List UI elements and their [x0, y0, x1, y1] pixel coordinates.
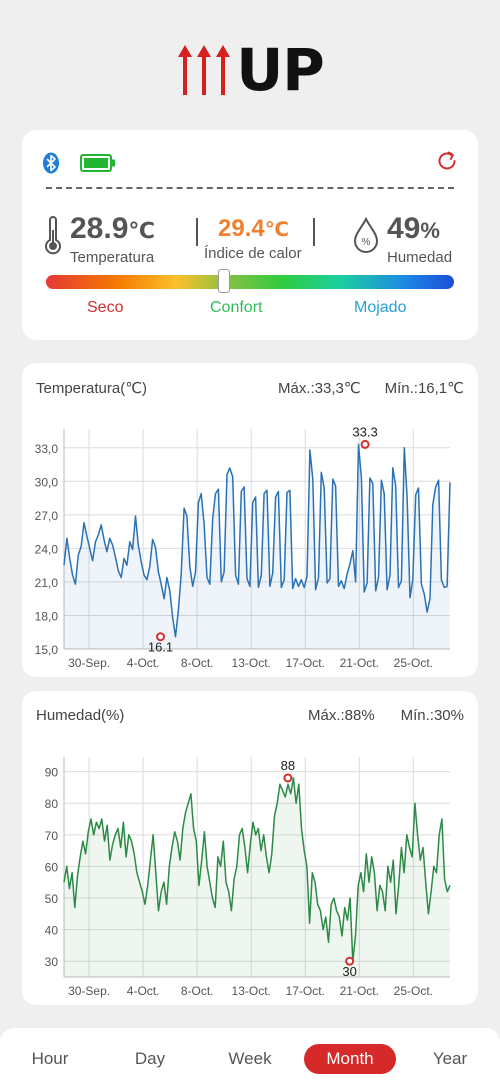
y-tick-label: 24,0 — [35, 542, 59, 556]
y-tick-label: 33,0 — [35, 442, 59, 456]
series-line — [63, 777, 451, 962]
x-tick-label: 21-Oct. — [340, 984, 379, 998]
temperature-chart-card: Temperatura(℃) Máx.:33,3℃ Mín.:16,1℃ 15,… — [22, 363, 478, 677]
x-tick-label: 30-Sep. — [68, 984, 110, 998]
min-marker — [345, 956, 355, 966]
battery-icon — [80, 154, 115, 172]
y-tick-label: 21,0 — [35, 576, 59, 590]
y-tick-label: 70 — [45, 829, 59, 843]
humidity-line-chart: 30 40 50 60 70 80 90 30-Sep. 4-Oct. 8-Oct. 13-Oct.… — [45, 757, 451, 998]
max-marker — [283, 773, 293, 783]
y-tick-label: 90 — [45, 766, 59, 780]
x-tick-label: 8-Oct. — [181, 984, 214, 998]
chart-grid: 15,0 18,0 21,0 24,0 27,0 30,0 33,0 30-Sep. 4-Oct… — [35, 429, 450, 670]
tab-year[interactable]: Year — [432, 1049, 468, 1068]
x-tick-label: 4-Oct. — [127, 656, 160, 670]
scale-label-wet: Mojado — [354, 299, 407, 316]
x-tick-label: 8-Oct. — [181, 656, 214, 670]
chart-title: Temperatura(℃) — [36, 380, 148, 397]
scale-label-dry: Seco — [87, 299, 124, 316]
heat-index-value: 29.4℃ — [218, 215, 289, 242]
tab-day[interactable]: Day — [134, 1049, 166, 1068]
logo-arrows-icon — [178, 45, 231, 95]
comfort-scale-bar — [46, 275, 454, 289]
svg-text:%: % — [362, 237, 371, 248]
divider — [46, 187, 454, 189]
max-value-label: 33.3 — [352, 424, 377, 439]
min-value-label: 16.1 — [148, 640, 173, 655]
humidity-value: 49% — [387, 212, 440, 245]
series-line — [63, 443, 451, 638]
chart-grid: 30 40 50 60 70 80 90 30-Sep. 4-Oct. 8-Oct. 13-Oct.… — [45, 757, 450, 998]
chart-min-label: Mín.:30% — [400, 707, 464, 724]
tab-month[interactable]: Month — [304, 1044, 396, 1074]
x-tick-label: 17-Oct. — [286, 984, 325, 998]
separator — [313, 218, 315, 246]
y-tick-label: 40 — [45, 924, 59, 938]
x-tick-label: 21-Oct. — [340, 656, 379, 670]
y-tick-label: 30 — [45, 955, 59, 969]
series-area — [64, 778, 450, 977]
x-tick-label: 25-Oct. — [394, 656, 433, 670]
separator — [196, 218, 198, 246]
temperature-value: 28.9℃ — [70, 212, 156, 245]
humidity-chart-card: Humedad(%) Máx.:88% Mín.:30% 30 40 50 60 70 8… — [22, 691, 478, 1005]
chart-max-label: Máx.:33,3℃ — [278, 380, 361, 397]
y-tick-label: 60 — [45, 860, 59, 874]
tab-hour[interactable]: Hour — [31, 1049, 69, 1068]
refresh-icon[interactable] — [436, 150, 458, 172]
x-tick-label: 25-Oct. — [394, 984, 433, 998]
comfort-scale-indicator — [218, 269, 230, 293]
max-value-label: 88 — [281, 758, 295, 773]
y-tick-label: 27,0 — [35, 509, 59, 523]
scale-label-comfort: Confort — [210, 299, 263, 316]
humidity-label: Humedad — [387, 249, 453, 266]
y-tick-label: 50 — [45, 892, 59, 906]
heat-index-label: Índice de calor — [204, 245, 302, 262]
max-marker — [360, 439, 370, 449]
x-tick-label: 4-Oct. — [127, 984, 160, 998]
temperature-label: Temperatura — [70, 249, 155, 266]
chart-max-label: Máx.:88% — [308, 707, 375, 724]
y-tick-label: 30,0 — [35, 475, 59, 489]
thermometer-icon — [45, 216, 61, 255]
x-tick-label: 17-Oct. — [286, 656, 325, 670]
tab-week[interactable]: Week — [228, 1049, 272, 1068]
min-value-label: 30 — [342, 964, 356, 979]
status-card: 28.9℃ Temperatura 29.4℃ Índice de calor … — [22, 130, 478, 340]
x-tick-label: 13-Oct. — [232, 656, 271, 670]
temperature-line-chart: 15,0 18,0 21,0 24,0 27,0 30,0 33,0 30-Sep. 4-Oct… — [35, 424, 451, 670]
time-range-tabbar: Hour Day Week Month Year — [0, 1028, 500, 1084]
app-logo: UP — [0, 40, 500, 100]
chart-title: Humedad(%) — [36, 707, 125, 724]
y-tick-label: 18,0 — [35, 609, 59, 623]
x-tick-label: 30-Sep. — [68, 656, 110, 670]
humidity-drop-icon: % — [353, 216, 379, 253]
chart-min-label: Mín.:16,1℃ — [384, 380, 464, 397]
logo-text: UP — [236, 36, 325, 104]
bluetooth-icon — [43, 152, 59, 174]
y-tick-label: 15,0 — [35, 643, 59, 657]
x-tick-label: 13-Oct. — [232, 984, 271, 998]
min-marker — [156, 632, 165, 642]
y-tick-label: 80 — [45, 797, 59, 811]
